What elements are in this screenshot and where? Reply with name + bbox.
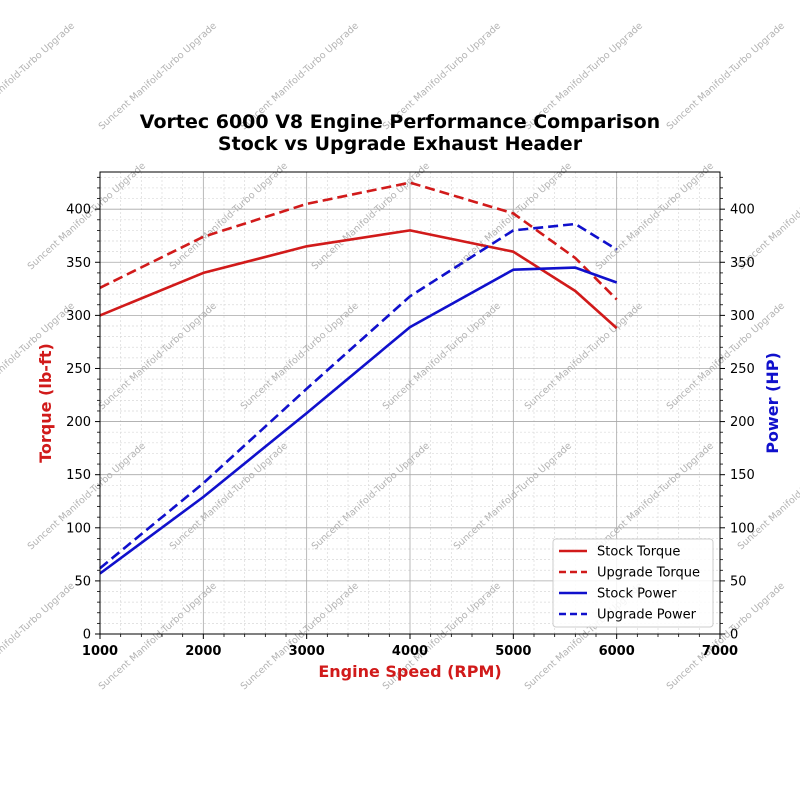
right-y-tick-label: 350 [730,256,755,271]
legend-label-stock-power: Stock Power [597,587,677,602]
right-y-tick-label: 100 [730,521,755,536]
x-tick-label: 4000 [392,644,428,659]
right-y-tick-label: 0 [730,628,738,643]
left-y-tick-label: 350 [66,256,91,271]
left-y-axis-label: Torque (lb-ft) [36,343,55,463]
x-tick-label: 1000 [82,644,118,659]
series-line-stock-power [99,266,618,575]
left-y-tick-label: 150 [66,468,91,483]
series-line-stock-torque [99,229,618,330]
left-y-tick-label: 100 [66,521,91,536]
series-line-upgrade-power [99,222,618,570]
right-y-tick-label: 200 [730,415,755,430]
legend-label-stock-torque: Stock Torque [597,545,680,560]
x-tick-label: 3000 [289,644,325,659]
watermark-text-0: Suncent Manifold-Turbo Upgrade [0,20,77,132]
legend-label-upgrade-power: Upgrade Power [597,608,697,623]
right-y-tick-label: 400 [730,203,755,218]
left-y-tick-label: 0 [83,628,91,643]
major-grid [99,172,721,635]
watermark-text-13: Suncent Manifold-Turbo Upgrade [310,440,432,552]
watermark-text-4: Suncent Manifold-Turbo Upgrade [0,580,77,692]
right-y-axis-ticks: 0 50 100 150 200 250 300 350 400 [720,176,755,643]
chart-subtitle: Stock vs Upgrade Exhaust Header [218,133,583,155]
legend-label-upgrade-torque: Upgrade Torque [597,566,700,581]
chart-title: Vortec 6000 V8 Engine Performance Compar… [140,111,660,133]
left-y-tick-label: 50 [74,574,91,589]
legend-box [552,538,714,628]
series-layer [99,181,618,575]
x-tick-label: 6000 [599,644,635,659]
left-y-axis-ticks: 0 50 100 150 200 250 300 350 400 [66,176,100,643]
series-line-upgrade-torque [99,181,618,301]
x-axis-ticks: 1000 2000 3000 4000 5000 6000 7000 [82,634,738,659]
x-axis-label: Engine Speed (RPM) [318,662,501,681]
right-y-tick-label: 150 [730,468,755,483]
left-y-tick-label: 250 [66,362,91,377]
watermark-text-23: Suncent Manifold-Turbo Upgrade [594,440,716,552]
left-y-tick-label: 300 [66,309,91,324]
watermark-text-25: Suncent Manifold-Turbo Upgrade [665,20,787,132]
watermark-text-18: Suncent Manifold-Turbo Upgrade [452,440,574,552]
watermark-text-22: Suncent Manifold-Turbo Upgrade [523,300,645,412]
right-y-axis-label: Power (HP) [763,352,782,454]
watermark-text-17: Suncent Manifold-Turbo Upgrade [381,300,503,412]
right-y-tick-label: 300 [730,309,755,324]
legend: Stock Torque Upgrade Torque Stock Power Upg… [552,538,714,628]
left-y-tick-label: 400 [66,203,91,218]
left-y-tick-label: 200 [66,415,91,430]
watermark-text-7: Suncent Manifold-Turbo Upgrade [97,300,219,412]
x-tick-label: 5000 [495,644,531,659]
right-y-tick-label: 50 [730,574,747,589]
x-tick-label: 2000 [185,644,221,659]
x-tick-label: 7000 [702,644,738,659]
right-y-tick-label: 250 [730,362,755,377]
watermark-text-9: Suncent Manifold-Turbo Upgrade [97,580,219,692]
